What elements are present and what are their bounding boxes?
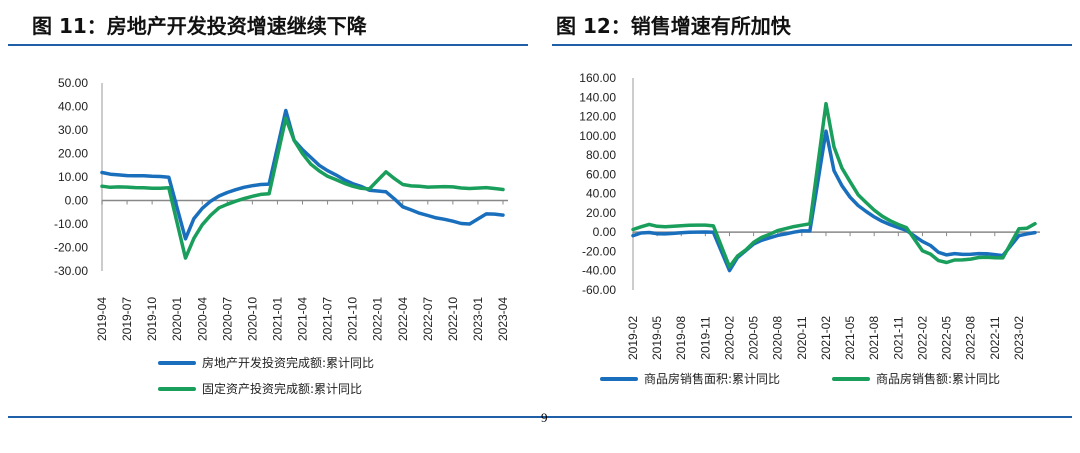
x-tick-label: 2021-01 <box>270 297 284 341</box>
y-tick-label: 80.00 <box>586 148 616 162</box>
legend-swatch-green <box>158 386 196 391</box>
y-tick-label: 30.00 <box>58 123 88 137</box>
y-tick-label: -20.00 <box>54 241 88 255</box>
series-line-green <box>631 101 1037 269</box>
y-tick-label: 160.00 <box>579 71 616 85</box>
x-tick-label: 2019-04 <box>95 297 109 341</box>
series-line-green <box>100 116 505 260</box>
y-tick-label: 140.00 <box>579 90 616 104</box>
x-tick-label: 2021-07 <box>321 297 335 341</box>
header-rule-right <box>552 44 1072 46</box>
chart-1-title: 图 11：房地产开发投资增速继续下降 <box>32 14 367 38</box>
legend-label: 固定资产投资完成额:累计同比 <box>202 382 363 396</box>
chart-2-title: 图 12：销售增速有所加快 <box>556 14 791 38</box>
x-tick-label: 2023-01 <box>471 297 485 341</box>
y-tick-label: 120.00 <box>579 110 616 124</box>
page-number: 9 <box>541 410 548 425</box>
x-tick-label: 2019-08 <box>674 316 688 360</box>
x-tick-label: 2021-10 <box>346 297 360 341</box>
x-tick-label: 2022-11 <box>988 316 1002 359</box>
x-tick-label: 2019-10 <box>145 297 159 341</box>
legend-swatch-green <box>832 376 870 381</box>
y-tick-label: 20.00 <box>58 147 88 161</box>
y-tick-label: -30.00 <box>54 264 88 278</box>
x-tick-label: 2020-01 <box>170 297 184 341</box>
y-tick-label: 10.00 <box>58 170 88 184</box>
x-tick-label: 2021-02 <box>819 316 833 360</box>
y-tick-label: 40.00 <box>586 187 616 201</box>
y-tick-label: 0.00 <box>593 225 617 239</box>
chart-1-legend-item-2: 固定资产投资完成额:累计同比 <box>158 380 362 397</box>
y-tick-label: 20.00 <box>586 206 616 220</box>
x-tick-label: 2022-02 <box>915 316 929 360</box>
y-tick-label: 40.00 <box>58 100 88 114</box>
y-tick-label: 50.00 <box>58 76 88 90</box>
x-tick-label: 2022-04 <box>396 297 410 341</box>
x-tick-label: 2022-05 <box>940 316 954 360</box>
x-tick-label: 2020-07 <box>220 297 234 341</box>
header-rule-left <box>8 44 528 46</box>
series-line-blue <box>100 108 505 241</box>
x-tick-label: 2023-02 <box>1012 316 1026 360</box>
x-tick-label: 2020-02 <box>722 316 736 360</box>
x-tick-label: 2019-02 <box>626 316 640 360</box>
chart-1-legend-item-1: 房地产开发投资完成额:累计同比 <box>158 354 374 371</box>
x-tick-label: 2023-04 <box>496 297 510 341</box>
x-tick-label: 2020-05 <box>747 316 761 360</box>
legend-label: 房地产开发投资完成额:累计同比 <box>202 356 375 370</box>
x-tick-label: 2020-10 <box>245 297 259 341</box>
x-tick-label: 2021-05 <box>843 316 857 360</box>
x-tick-label: 2019-05 <box>650 316 664 360</box>
x-tick-label: 2021-04 <box>296 297 310 341</box>
x-tick-label: 2022-10 <box>446 297 460 341</box>
legend-label: 商品房销售额:累计同比 <box>876 372 1001 386</box>
x-tick-label: 2022-08 <box>964 316 978 360</box>
legend-label: 商品房销售面积:累计同比 <box>644 372 781 386</box>
x-tick-label: 2021-11 <box>891 316 905 359</box>
x-tick-label: 2020-04 <box>195 297 209 341</box>
y-tick-label: -20.00 <box>582 244 616 258</box>
x-tick-label: 2020-08 <box>771 316 785 360</box>
y-tick-label: -10.00 <box>54 217 88 231</box>
chart-2-legend-item-2: 商品房销售额:累计同比 <box>832 370 1000 387</box>
y-tick-label: -60.00 <box>582 283 616 297</box>
x-tick-label: 2019-11 <box>698 316 712 359</box>
x-tick-label: 2020-11 <box>795 316 809 359</box>
y-tick-label: 100.00 <box>579 129 616 143</box>
y-tick-label: 0.00 <box>65 194 89 208</box>
legend-swatch-blue <box>600 376 638 381</box>
series-line-blue <box>631 129 1037 273</box>
footer-rule <box>8 416 1072 418</box>
x-tick-label: 2022-01 <box>371 297 385 341</box>
x-tick-label: 2022-07 <box>421 297 435 341</box>
x-tick-label: 2019-07 <box>120 297 134 341</box>
legend-swatch-blue <box>158 360 196 365</box>
y-tick-label: 60.00 <box>586 167 616 181</box>
y-tick-label: -40.00 <box>582 264 616 278</box>
chart-2-legend-item-1: 商品房销售面积:累计同比 <box>600 370 780 387</box>
x-tick-label: 2021-08 <box>867 316 881 360</box>
